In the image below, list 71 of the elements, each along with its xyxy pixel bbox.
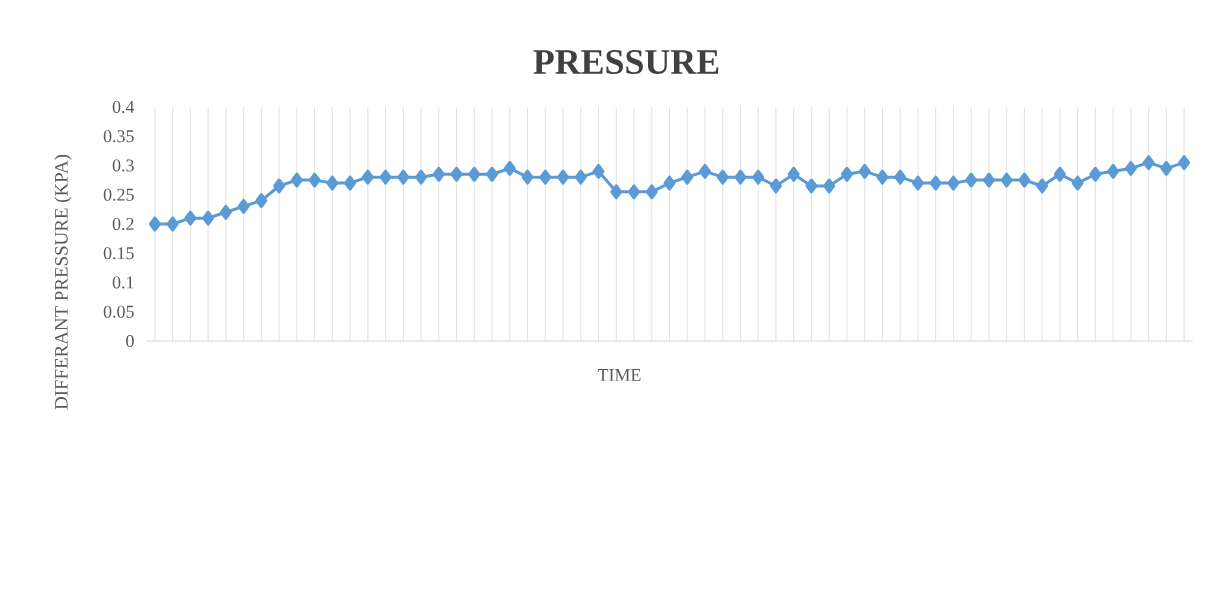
- point: [1036, 178, 1049, 194]
- point: [1053, 166, 1066, 182]
- point: [308, 172, 321, 188]
- point: [344, 175, 357, 191]
- point: [1142, 155, 1155, 171]
- point: [911, 175, 924, 191]
- point: [557, 169, 570, 185]
- point: [840, 166, 853, 182]
- y-tick-label: 0.3: [112, 159, 134, 172]
- point: [1160, 160, 1173, 176]
- point: [698, 163, 711, 179]
- point: [1178, 155, 1191, 171]
- point: [787, 166, 800, 182]
- y-tick-label: 0: [126, 334, 134, 348]
- y-tick-label: 0.4: [112, 100, 135, 114]
- point: [255, 193, 268, 209]
- point: [1124, 160, 1137, 176]
- point: [610, 184, 623, 200]
- point: [663, 175, 676, 191]
- point: [805, 178, 818, 194]
- point: [1107, 163, 1120, 179]
- point: [361, 169, 374, 185]
- point: [716, 169, 729, 185]
- point: [858, 163, 871, 179]
- point: [947, 175, 960, 191]
- point: [628, 184, 640, 200]
- point: [379, 169, 392, 185]
- point: [397, 169, 410, 185]
- point: [894, 169, 907, 185]
- point: [184, 210, 197, 226]
- point: [486, 166, 499, 182]
- point: [450, 166, 463, 182]
- point: [876, 169, 889, 185]
- point: [290, 172, 303, 188]
- point: [645, 184, 658, 200]
- point: [148, 216, 161, 232]
- point: [432, 166, 445, 182]
- point: [202, 210, 215, 226]
- point: [752, 169, 765, 185]
- point: [503, 160, 516, 176]
- point: [415, 169, 428, 185]
- point: [574, 169, 587, 185]
- point: [326, 175, 339, 191]
- point: [1000, 172, 1013, 188]
- x-axis-title: TIME: [597, 369, 641, 381]
- y-tick-label: 0.35: [103, 130, 134, 143]
- y-tick-label: 0.2: [112, 217, 134, 231]
- y-tick-label: 0.1: [112, 276, 134, 289]
- y-tick-label: 0.25: [103, 188, 134, 201]
- y-tick-label: 0.15: [103, 247, 134, 260]
- point: [219, 204, 232, 220]
- chart-title: PRESSURE: [533, 49, 719, 75]
- point: [681, 169, 694, 185]
- point: [273, 178, 286, 194]
- point: [929, 175, 942, 191]
- point: [769, 178, 782, 194]
- point: [468, 166, 481, 182]
- point: [965, 172, 978, 188]
- point: [237, 198, 250, 214]
- point: [982, 172, 995, 188]
- point: [592, 163, 605, 179]
- point: [1089, 166, 1102, 182]
- point: [539, 169, 552, 185]
- point: [1018, 172, 1031, 188]
- point: [734, 169, 747, 185]
- point: [1071, 175, 1084, 191]
- y-tick-label: 0.05: [103, 305, 134, 318]
- y-axis-title: DIFFERANT PRESSURE (KPA): [54, 154, 72, 410]
- point: [521, 169, 534, 185]
- point: [166, 216, 179, 232]
- point: [823, 178, 836, 194]
